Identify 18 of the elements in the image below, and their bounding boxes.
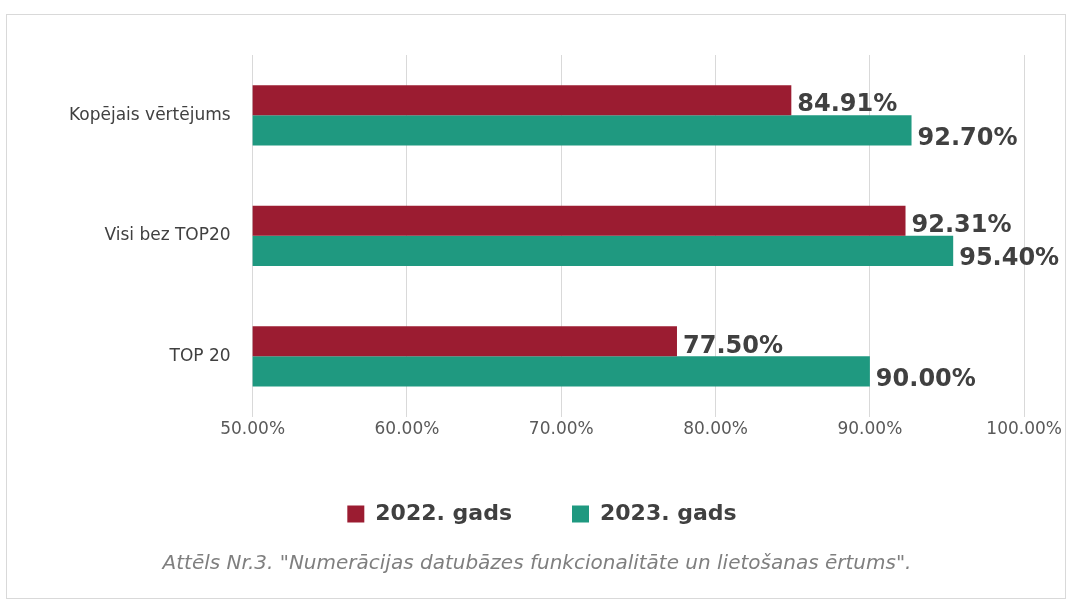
text: Attēls Nr.3. "Numerācijas datubāzes funkcionalitāte un lietošanas ērtums". [160,550,913,574]
x-tick-label: 60.00% [374,418,440,439]
data-label: 90.00% [875,363,976,392]
x-tick-label: 100.00% [986,418,1062,439]
data-label: 77.50% [682,330,783,359]
x-tick-label: 70.00% [528,418,594,439]
data-label: 95.40% [959,243,1060,272]
x-tick-label: 50.00% [220,418,286,439]
y-tick-label: TOP 20 [168,344,231,365]
y-tick-label: Kopējais vērtējums [69,103,231,124]
y-tick-label: Visi bez TOP20 [104,224,231,245]
data-label: 92.70% [917,122,1018,151]
x-tick-label: 80.00% [683,418,748,439]
x-tick-label: 90.00% [837,418,903,439]
legend-label: 2023. gads [600,499,737,525]
data-label: 84.91% [797,89,898,118]
data-label: 92.31% [911,209,1012,238]
legend-label: 2022. gads [375,499,512,525]
